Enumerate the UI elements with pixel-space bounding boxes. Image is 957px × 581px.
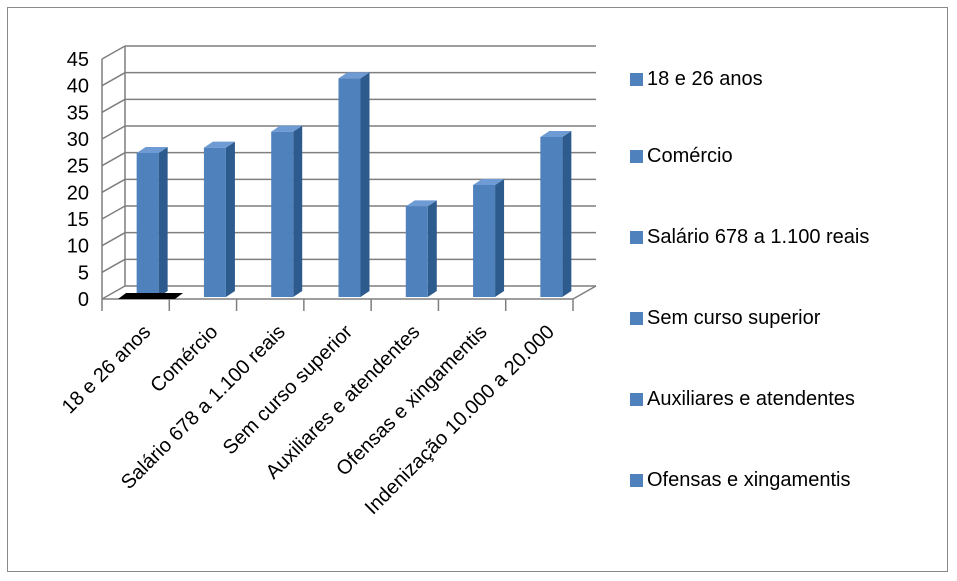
x-tick-label: 18 e 26 anos <box>58 321 155 418</box>
y-tick-label: 15 <box>67 209 89 231</box>
floor-marker <box>118 293 183 299</box>
bar-side <box>562 131 572 297</box>
legend-item: 18 e 26 anos <box>630 68 763 91</box>
bar-top <box>136 147 168 153</box>
legend-label: Comércio <box>647 145 733 167</box>
side-gridline <box>101 98 126 113</box>
bar-side <box>225 141 235 297</box>
legend-swatch <box>630 231 643 244</box>
bar <box>136 153 159 297</box>
side-gridline <box>101 72 126 87</box>
legend-item: Ofensas e xingamentis <box>630 469 850 492</box>
y-tick-label: 35 <box>67 102 89 124</box>
legend-swatch <box>630 73 643 86</box>
legend-label: Auxiliares e atendentes <box>647 388 855 410</box>
y-tick-label: 25 <box>67 156 89 178</box>
legend-swatch <box>630 150 643 163</box>
legend-label: 18 e 26 anos <box>647 68 763 90</box>
legend-swatch <box>630 474 643 487</box>
bar-side <box>427 200 437 297</box>
bar-side <box>158 147 168 297</box>
side-gridline <box>101 258 126 273</box>
y-tick-label: 10 <box>67 236 89 258</box>
side-gridline <box>101 232 126 247</box>
side-gridline <box>101 178 126 193</box>
legend-item: Salário 678 a 1.100 reais <box>630 226 869 249</box>
x-tick-label: Sem curso superior <box>219 321 357 459</box>
legend-label: Salário 678 a 1.100 reais <box>647 226 870 248</box>
bar-top <box>405 200 437 207</box>
y-tick-label: 30 <box>67 129 89 151</box>
bar <box>540 137 563 297</box>
bar-top <box>271 125 303 132</box>
legend: 18 e 26 anos Comércio Salário 678 a 1.10… <box>630 0 950 581</box>
y-tick-label: 20 <box>67 182 89 204</box>
bar <box>473 185 496 297</box>
legend-item: Auxiliares e atendentes <box>630 388 855 411</box>
bar <box>405 206 428 297</box>
bar <box>271 131 294 297</box>
side-gridline <box>101 152 126 167</box>
bar-top <box>203 141 235 148</box>
bar-side <box>360 72 370 297</box>
bar-side <box>495 179 505 297</box>
bar <box>203 147 226 297</box>
legend-swatch <box>630 312 643 325</box>
bar <box>338 78 361 297</box>
y-tick-label: 5 <box>78 262 89 284</box>
y-tick-label: 0 <box>78 289 89 311</box>
bar-top <box>473 179 505 185</box>
bar-top <box>338 72 370 79</box>
legend-item: Sem curso superior <box>630 307 820 330</box>
bar-top <box>540 131 572 137</box>
side-gridline <box>101 125 126 140</box>
side-gridline <box>101 205 126 220</box>
legend-label: Sem curso superior <box>647 307 821 329</box>
floor-edge-line <box>572 285 597 300</box>
legend-label: Ofensas e xingamentis <box>647 469 851 491</box>
y-tick-label: 40 <box>67 76 89 98</box>
y-tick-label: 45 <box>67 49 89 71</box>
bar-side <box>293 125 303 298</box>
legend-item: Comércio <box>630 145 733 168</box>
legend-swatch <box>630 393 643 406</box>
side-gridline <box>101 285 126 300</box>
side-gridline <box>101 45 126 60</box>
